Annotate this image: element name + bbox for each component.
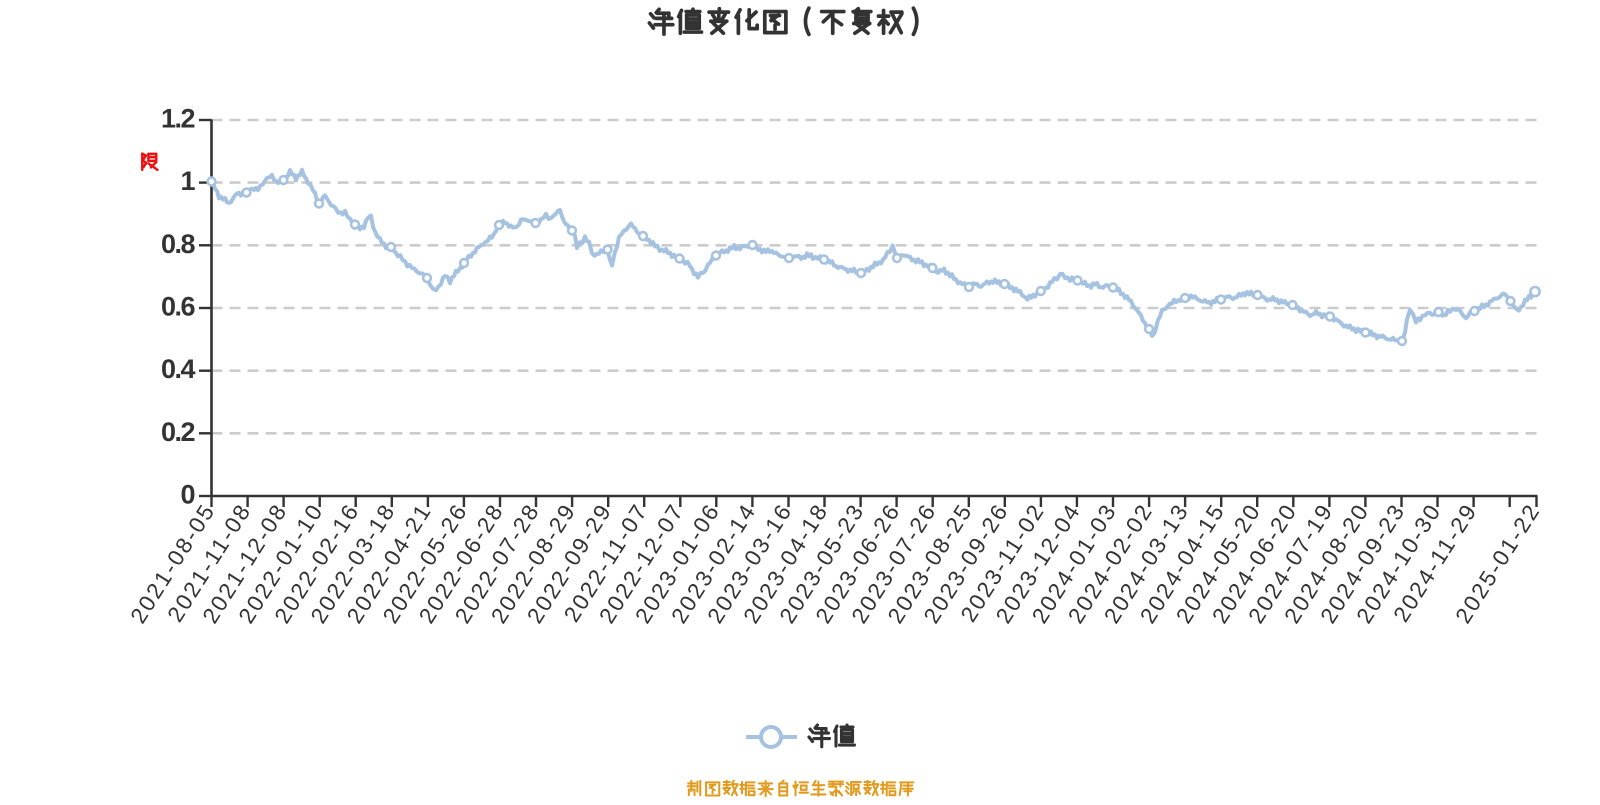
svg-text:0.8: 0.8 bbox=[161, 229, 196, 259]
svg-text:0.6: 0.6 bbox=[161, 292, 196, 322]
svg-text:0: 0 bbox=[180, 480, 194, 510]
svg-text:1.2: 1.2 bbox=[161, 104, 195, 134]
svg-text:0.4: 0.4 bbox=[161, 354, 196, 384]
svg-text:1: 1 bbox=[180, 166, 195, 196]
svg-text:0.2: 0.2 bbox=[161, 417, 195, 447]
